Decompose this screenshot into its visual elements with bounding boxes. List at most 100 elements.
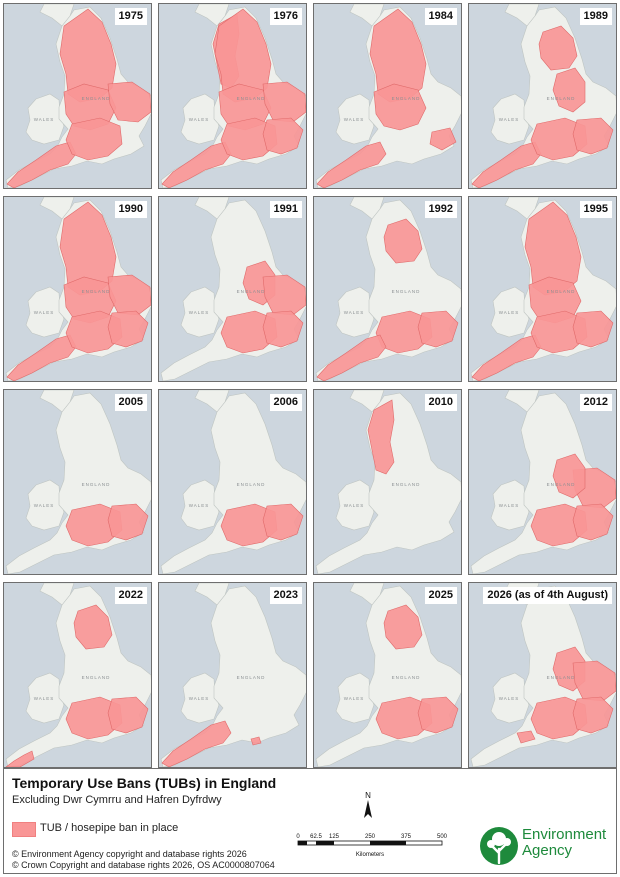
england-land — [315, 392, 461, 574]
tub-region-south — [65, 117, 123, 161]
england-map: WALES ENGLAND — [159, 4, 306, 188]
year-label: 1984 — [424, 8, 457, 25]
england-map: WALES ENGLAND — [159, 197, 306, 381]
tub-region-yorkshire — [538, 25, 578, 71]
england-land — [160, 585, 306, 767]
wales-label: WALES — [189, 696, 210, 701]
scale-bar: 0 62.5 125 250 375 500 Kilometers — [296, 834, 447, 858]
england-label: ENGLAND — [547, 289, 576, 294]
map-grid: WALES ENGLAND 1975 WALES ENGLAND 1976 WALES ENG… — [3, 3, 617, 768]
map-panel-2025: WALES ENGLAND 2025 — [313, 582, 462, 768]
year-label: 1975 — [114, 8, 147, 25]
wales-label: WALES — [34, 117, 55, 122]
wales-label: WALES — [344, 503, 365, 508]
scale-tick-label: 375 — [401, 834, 412, 840]
wales-label: WALES — [34, 503, 55, 508]
tub-region-south — [530, 117, 588, 161]
tub-region-southeast — [107, 503, 149, 541]
year-label: 1976 — [269, 8, 302, 25]
wales-land — [25, 286, 65, 338]
wales-land — [180, 286, 220, 338]
wales-land — [490, 286, 530, 338]
england-map: WALES ENGLAND — [314, 197, 461, 381]
wales-land — [25, 479, 65, 531]
wales-land — [335, 286, 375, 338]
tub-region-south — [65, 503, 123, 547]
tub-region-southeast — [107, 696, 149, 734]
tub-region-southeast — [572, 117, 614, 155]
scale-tick-label: 250 — [365, 834, 376, 840]
legend-label: TUB / hosepipe ban in place — [40, 822, 179, 834]
england-label: ENGLAND — [82, 482, 111, 487]
tub-region-southeast — [417, 310, 459, 348]
wales-label: WALES — [344, 310, 365, 315]
tub-region-south — [65, 696, 123, 740]
england-label: ENGLAND — [82, 289, 111, 294]
tub-region-southeast — [572, 310, 614, 348]
tub-region-south — [530, 310, 588, 354]
wales-label: WALES — [34, 310, 55, 315]
tub-region-anglia — [107, 274, 151, 316]
tub-region-southeast — [572, 696, 614, 734]
tub-region-yorkshire — [383, 218, 423, 264]
map-panel-1995: WALES ENGLAND 1995 — [468, 196, 617, 382]
year-label: 2022 — [114, 587, 147, 604]
tub-region-southeast — [262, 117, 304, 155]
scale-unit: Kilometers — [356, 852, 384, 858]
scale-tick-label: 62.5 — [310, 834, 322, 840]
tub-region-south — [530, 503, 588, 547]
wales-label: WALES — [189, 503, 210, 508]
england-map: WALES ENGLAND — [469, 390, 616, 574]
map-panel-1992: WALES ENGLAND 1992 — [313, 196, 462, 382]
tub-region-anglia — [262, 274, 306, 316]
tub-region-isleofwight — [250, 736, 262, 746]
tub-region-south — [220, 310, 278, 354]
wales-land — [490, 479, 530, 531]
tub-region-anglia — [262, 81, 306, 123]
map-panel-2026: WALES ENGLAND 2026 (as of 4th August) — [468, 582, 617, 768]
scale-tick-label: 0 — [296, 834, 300, 840]
year-label: 2010 — [424, 394, 457, 411]
england-label: ENGLAND — [82, 96, 111, 101]
tub-region-yorkshire — [73, 604, 113, 650]
wales-label: WALES — [344, 696, 365, 701]
wales-label: WALES — [189, 117, 210, 122]
year-label: 2026 (as of 4th August) — [483, 587, 612, 604]
tub-region-south — [65, 310, 123, 354]
england-label: ENGLAND — [237, 675, 266, 680]
england-label: ENGLAND — [392, 96, 421, 101]
wales-land — [180, 93, 220, 145]
copyright-crown: © Crown Copyright and database rights 20… — [12, 860, 275, 870]
england-map: WALES ENGLAND — [314, 583, 461, 767]
wales-label: WALES — [499, 310, 520, 315]
england-map: WALES ENGLAND — [4, 197, 151, 381]
environment-agency-name: Environment Agency — [522, 827, 606, 859]
tub-region-southeast — [262, 503, 304, 541]
year-label: 2006 — [269, 394, 302, 411]
year-label: 1991 — [269, 201, 302, 218]
environment-agency-logo-icon — [480, 827, 518, 865]
year-label: 1992 — [424, 201, 457, 218]
tub-region-dorset — [516, 730, 536, 744]
tub-region-southeast — [262, 310, 304, 348]
north-arrow-icon: N — [364, 791, 372, 818]
map-title: Temporary Use Bans (TUBs) in England — [12, 775, 277, 791]
map-panel-1975: WALES ENGLAND 1975 — [3, 3, 152, 189]
tub-region-southwest — [161, 720, 232, 767]
england-map: WALES ENGLAND — [469, 583, 616, 767]
tub-region-south — [530, 696, 588, 740]
tub-region-south — [220, 503, 278, 547]
year-label: 1995 — [579, 201, 612, 218]
map-panel-2022: WALES ENGLAND 2022 — [3, 582, 152, 768]
wales-land — [335, 479, 375, 531]
england-label: ENGLAND — [547, 482, 576, 487]
england-map: WALES ENGLAND — [159, 583, 306, 767]
wales-label: WALES — [499, 503, 520, 508]
england-label: ENGLAND — [547, 675, 576, 680]
map-panel-1991: WALES ENGLAND 1991 — [158, 196, 307, 382]
scale-tick-label: 125 — [329, 834, 340, 840]
england-map: WALES ENGLAND — [4, 4, 151, 188]
north-label: N — [365, 791, 371, 800]
tub-region-southeast — [572, 503, 614, 541]
map-panel-1984: WALES ENGLAND 1984 — [313, 3, 462, 189]
